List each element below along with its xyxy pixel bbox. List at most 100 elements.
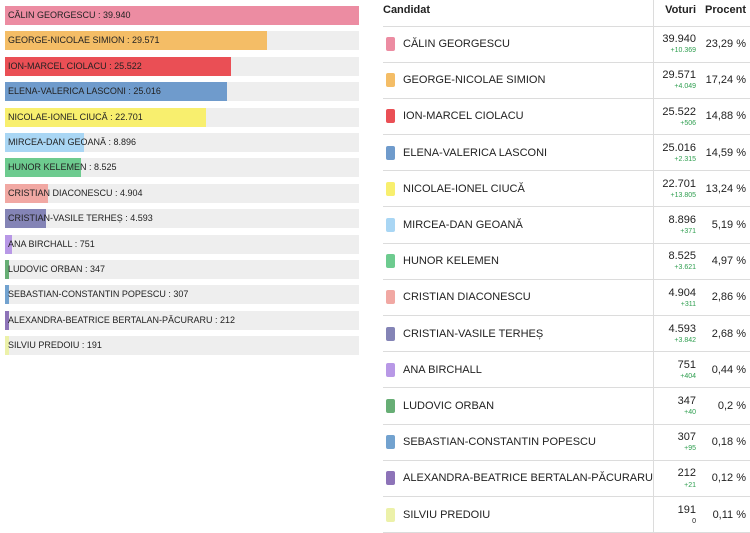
votes-value: 307 bbox=[677, 431, 697, 444]
bar[interactable] bbox=[5, 183, 49, 203]
votes-cell: 751 +404 bbox=[653, 351, 706, 389]
votes-value: 4.904 bbox=[668, 286, 697, 299]
votes-cell: 29.571 +4.049 bbox=[653, 62, 706, 99]
table-row[interactable]: MIRCEA-DAN GEOANĂ 8.896 +371 5,19 % bbox=[383, 206, 750, 244]
bar[interactable] bbox=[5, 259, 10, 279]
color-swatch bbox=[386, 37, 395, 52]
bar-label: CRISTIAN-VASILE TERHEȘ : 4.593 bbox=[8, 213, 153, 224]
percent-column-header[interactable]: Procent bbox=[705, 0, 750, 27]
candidate-column-header[interactable]: Candidat bbox=[383, 0, 654, 27]
bar[interactable] bbox=[5, 310, 10, 330]
bar-track: CĂLIN GEORGESCU : 39.940 bbox=[5, 6, 359, 25]
bar-label: ALEXANDRA-BEATRICE BERTALAN-PĂCURARU : 2… bbox=[8, 314, 236, 325]
bar-label: LUDOVIC ORBAN : 347 bbox=[8, 263, 106, 274]
bar[interactable] bbox=[5, 56, 232, 76]
candidate-cell: CRISTIAN-VASILE TERHEȘ bbox=[383, 315, 654, 353]
percent-value: 14,88 % bbox=[705, 98, 750, 136]
votes-cell: 8.896 +371 bbox=[653, 206, 706, 244]
bar[interactable] bbox=[5, 336, 10, 356]
table-row[interactable]: HUNOR KELEMEN 8.525 +3.621 4,97 % bbox=[383, 243, 750, 280]
candidate-name: ALEXANDRA-BEATRICE BERTALAN-PĂCURARU bbox=[403, 472, 653, 485]
votes-cell: 25.522 +506 bbox=[653, 98, 706, 136]
votes-value: 39.940 bbox=[662, 33, 697, 46]
bar-label: SILVIU PREDOIU : 191 bbox=[8, 340, 102, 351]
table-row[interactable]: ALEXANDRA-BEATRICE BERTALAN-PĂCURARU 212 +… bbox=[383, 460, 750, 497]
votes-cell: 347 +40 bbox=[653, 387, 706, 425]
bar[interactable] bbox=[5, 234, 12, 254]
bar[interactable] bbox=[5, 158, 81, 178]
votes-cell: 25.016 +2.315 bbox=[653, 134, 706, 172]
bar[interactable] bbox=[5, 82, 227, 102]
table-row[interactable]: SEBASTIAN-CONSTANTIN POPESCU 307 +95 0,18 % bbox=[383, 424, 750, 461]
bar-track: MIRCEA-DAN GEOANĂ : 8.896 bbox=[5, 132, 359, 152]
results-table-body: CĂLIN GEORGESCU 39.940 +10.369 23,29 % GEORG… bbox=[383, 26, 750, 533]
candidate-cell: ELENA-VALERICA LASCONI bbox=[383, 134, 654, 172]
color-swatch bbox=[386, 290, 395, 305]
table-row[interactable]: GEORGE-NICOLAE SIMION 29.571 +4.049 17,24 % bbox=[383, 62, 750, 99]
percent-value: 0,44 % bbox=[705, 351, 750, 389]
votes-value: 25.016 bbox=[662, 141, 697, 154]
votes-cell: 22.701 +13.805 bbox=[653, 170, 706, 208]
bar-track: SILVIU PREDOIU : 191 bbox=[5, 336, 359, 356]
votes-delta: +311 bbox=[680, 300, 697, 308]
percent-value: 0,11 % bbox=[705, 496, 750, 533]
percent-value: 0,2 % bbox=[705, 387, 750, 425]
votes-cell: 4.593 +3.842 bbox=[653, 315, 706, 353]
bar-label: CRISTIAN DIACONESCU : 4.904 bbox=[8, 187, 143, 198]
bar[interactable] bbox=[5, 285, 10, 305]
votes-cell: 8.525 +3.621 bbox=[653, 243, 706, 280]
bar[interactable] bbox=[5, 31, 268, 51]
bar-label: SEBASTIAN-CONSTANTIN POPESCU : 307 bbox=[8, 289, 189, 300]
bar-label: MIRCEA-DAN GEOANĂ : 8.896 bbox=[8, 136, 137, 147]
votes-delta: +4.049 bbox=[674, 83, 697, 91]
bar[interactable] bbox=[5, 6, 359, 25]
bar-label: CĂLIN GEORGESCU : 39.940 bbox=[8, 10, 131, 20]
table-row[interactable]: LUDOVIC ORBAN 347 +40 0,2 % bbox=[383, 387, 750, 425]
votes-delta: +3.842 bbox=[674, 336, 697, 344]
color-swatch bbox=[386, 435, 395, 450]
votes-delta: +21 bbox=[684, 481, 697, 489]
percent-value: 23,29 % bbox=[705, 26, 750, 63]
percent-value: 14,59 % bbox=[705, 134, 750, 172]
bar-track: SEBASTIAN-CONSTANTIN POPESCU : 307 bbox=[5, 285, 359, 305]
votes-value: 191 bbox=[677, 503, 697, 516]
bar-label: ELENA-VALERICA LASCONI : 25.016 bbox=[8, 86, 161, 97]
bar-track: CRISTIAN DIACONESCU : 4.904 bbox=[5, 183, 359, 203]
table-row[interactable]: ANA BIRCHALL 751 +404 0,44 % bbox=[383, 351, 750, 389]
table-row[interactable]: CĂLIN GEORGESCU 39.940 +10.369 23,29 % bbox=[383, 26, 750, 63]
bar[interactable] bbox=[5, 132, 84, 152]
table-header-row: Candidat Voturi Procent bbox=[383, 0, 750, 27]
bar-label: ANA BIRCHALL : 751 bbox=[8, 238, 95, 249]
percent-value: 0,18 % bbox=[705, 424, 750, 461]
candidate-name: ION-MARCEL CIOLACU bbox=[403, 110, 524, 123]
candidate-cell: ANA BIRCHALL bbox=[383, 351, 654, 389]
table-row[interactable]: ION-MARCEL CIOLACU 25.522 +506 14,88 % bbox=[383, 98, 750, 136]
votes-cell: 39.940 +10.369 bbox=[653, 26, 706, 63]
table-row[interactable]: CRISTIAN DIACONESCU 4.904 +311 2,86 % bbox=[383, 279, 750, 317]
bar-track: HUNOR KELEMEN : 8.525 bbox=[5, 158, 359, 178]
votes-value: 8.525 bbox=[668, 250, 697, 263]
votes-column-header[interactable]: Voturi bbox=[653, 0, 706, 27]
table-row[interactable]: SILVIU PREDOIU 191 0 0,11 % bbox=[383, 496, 750, 533]
table-row[interactable]: NICOLAE-IONEL CIUCĂ 22.701 +13.805 13,24 % bbox=[383, 170, 750, 208]
bar-track: ANA BIRCHALL : 751 bbox=[5, 234, 359, 254]
votes-delta: +13.805 bbox=[670, 192, 697, 200]
bar-label: HUNOR KELEMEN : 8.525 bbox=[8, 162, 117, 173]
color-swatch bbox=[386, 471, 395, 486]
votes-cell: 191 0 bbox=[653, 496, 706, 533]
candidate-cell: SEBASTIAN-CONSTANTIN POPESCU bbox=[383, 424, 654, 461]
table-row[interactable]: ELENA-VALERICA LASCONI 25.016 +2.315 14,59 … bbox=[383, 134, 750, 172]
candidate-cell: GEORGE-NICOLAE SIMION bbox=[383, 62, 654, 99]
bar[interactable] bbox=[5, 107, 207, 127]
candidate-cell: HUNOR KELEMEN bbox=[383, 243, 654, 280]
candidate-cell: NICOLAE-IONEL CIUCĂ bbox=[383, 170, 654, 208]
table-row[interactable]: CRISTIAN-VASILE TERHEȘ 4.593 +3.842 2,68 % bbox=[383, 315, 750, 353]
color-swatch bbox=[386, 218, 395, 233]
bar-track: ION-MARCEL CIOLACU : 25.522 bbox=[5, 56, 359, 76]
color-swatch bbox=[386, 398, 395, 413]
candidate-cell: MIRCEA-DAN GEOANĂ bbox=[383, 206, 654, 244]
percent-value: 2,68 % bbox=[705, 315, 750, 353]
votes-delta: +3.621 bbox=[674, 264, 697, 272]
percent-value: 0,12 % bbox=[705, 460, 750, 497]
bar[interactable] bbox=[5, 209, 46, 229]
